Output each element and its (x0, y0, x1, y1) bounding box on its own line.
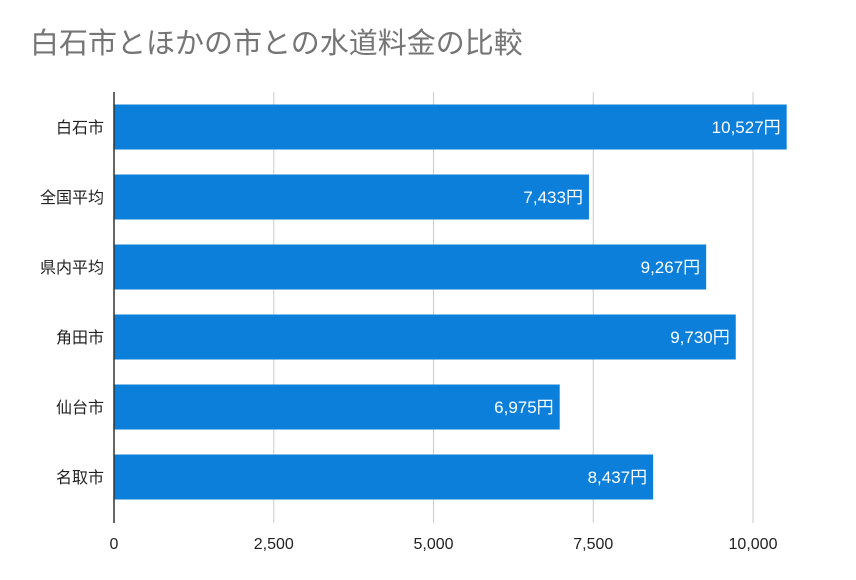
x-tick-label: 5,000 (413, 536, 453, 553)
category-label: 県内平均 (40, 258, 104, 277)
data-label: 10,527円 (712, 118, 781, 137)
category-label: 角田市 (56, 328, 104, 347)
bar (114, 384, 560, 430)
chart-title: 白石市とほかの市との水道料金の比較 (30, 26, 523, 60)
bar (114, 454, 654, 500)
gridlines (273, 92, 754, 523)
data-label: 9,267円 (641, 258, 701, 277)
category-label: 白石市 (56, 118, 104, 137)
category-label: 仙台市 (56, 398, 104, 417)
category-label: 全国平均 (40, 188, 104, 207)
x-tick-label: 2,500 (254, 536, 294, 553)
bars (114, 104, 787, 500)
data-label: 6,975円 (494, 398, 554, 417)
x-tick-label: 10,000 (729, 536, 778, 553)
bar (114, 314, 736, 360)
x-tick-label: 0 (110, 536, 119, 553)
data-label: 7,433円 (523, 188, 583, 207)
bar (114, 104, 787, 150)
bar (114, 244, 707, 290)
data-label: 9,730円 (670, 328, 730, 347)
bar (114, 174, 589, 220)
data-label: 8,437円 (588, 468, 648, 487)
x-tick-label: 7,500 (573, 536, 613, 553)
category-label: 名取市 (56, 468, 104, 487)
